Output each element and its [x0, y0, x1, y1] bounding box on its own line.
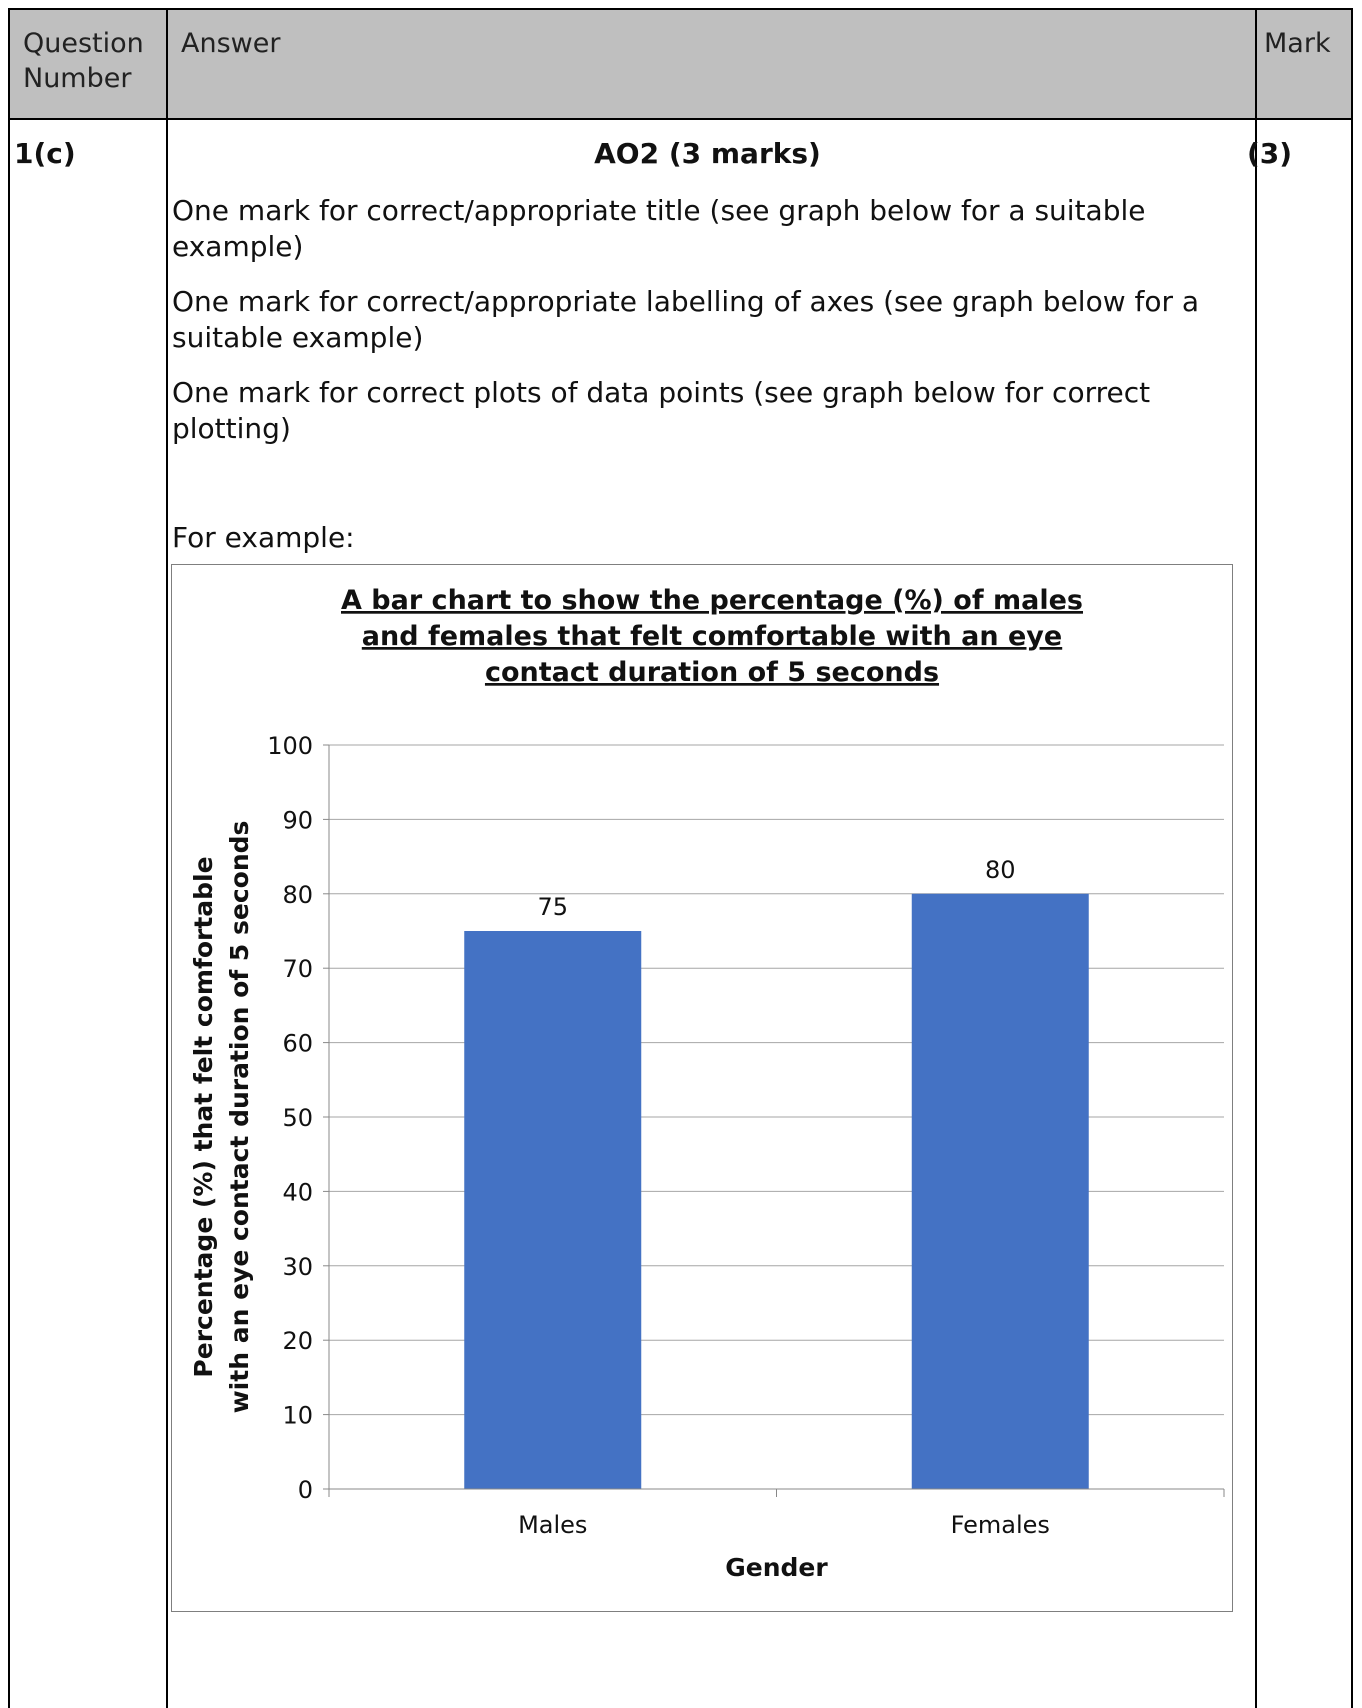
y-tick-label: 50: [282, 1104, 313, 1132]
criterion-axes: One mark for correct/appropriate labelli…: [172, 285, 1200, 354]
bar-data-label: 75: [537, 893, 568, 921]
y-axis-title-line: with an eye contact duration of 5 second…: [225, 821, 254, 1414]
assessment-objective-heading: AO2 (3 marks): [594, 137, 821, 170]
y-axis-title-line: Percentage (%) that felt comfortable: [189, 856, 218, 1377]
header-mark: Mark: [1264, 28, 1331, 59]
criterion-plots: One mark for correct plots of data point…: [172, 376, 1151, 445]
bar-data-label: 80: [985, 856, 1016, 884]
y-tick-label: 60: [282, 1030, 313, 1058]
y-tick-label: 70: [282, 955, 313, 983]
y-axis-ticks: 0 10 20 30 40 50 60 70 80 90 100: [267, 732, 329, 1504]
x-category-label: Males: [518, 1511, 587, 1539]
header-question-number: Question Number: [23, 28, 144, 94]
y-tick-label: 90: [282, 806, 313, 834]
example-bar-chart: A bar chart to show the percentage (%) o…: [171, 564, 1233, 1612]
bar-males: [464, 931, 642, 1489]
y-tick-label: 10: [282, 1402, 313, 1430]
column-divider-2: [1255, 10, 1257, 1708]
chart-title-line: and females that felt comfortable with a…: [362, 621, 1062, 652]
bar-females: [911, 893, 1089, 1489]
y-tick-label: 100: [267, 732, 313, 760]
y-axis-title: Percentage (%) that felt comfortable with…: [189, 821, 254, 1414]
table-header-row: [10, 10, 1351, 120]
x-category-label: Females: [951, 1511, 1050, 1539]
chart-title-line: contact duration of 5 seconds: [485, 657, 939, 688]
question-number: 1(c): [14, 137, 76, 170]
mark-value: (3): [1247, 137, 1293, 170]
chart-bars: 75 80: [464, 856, 1089, 1489]
example-label: For example:: [172, 521, 355, 554]
chart-gridlines: [329, 744, 1224, 1416]
mark-scheme-table: [8, 8, 1353, 1708]
y-tick-label: 20: [282, 1327, 313, 1355]
y-tick-label: 40: [282, 1178, 313, 1206]
chart-title-line: A bar chart to show the percentage (%) o…: [341, 585, 1083, 616]
x-axis-title: Gender: [725, 1553, 828, 1582]
y-tick-label: 0: [298, 1476, 313, 1504]
chart-title: A bar chart to show the percentage (%) o…: [341, 585, 1083, 688]
chart-axes: [328, 745, 1225, 1497]
criterion-title: One mark for correct/appropriate title (…: [172, 194, 1146, 263]
header-answer: Answer: [181, 28, 281, 59]
column-divider-1: [166, 10, 168, 1708]
y-tick-label: 30: [282, 1253, 313, 1281]
x-axis-labels: Males Females Gender: [518, 1511, 1050, 1582]
y-tick-label: 80: [282, 881, 313, 909]
bar-chart-svg: A bar chart to show the percentage (%) o…: [189, 585, 1225, 1582]
